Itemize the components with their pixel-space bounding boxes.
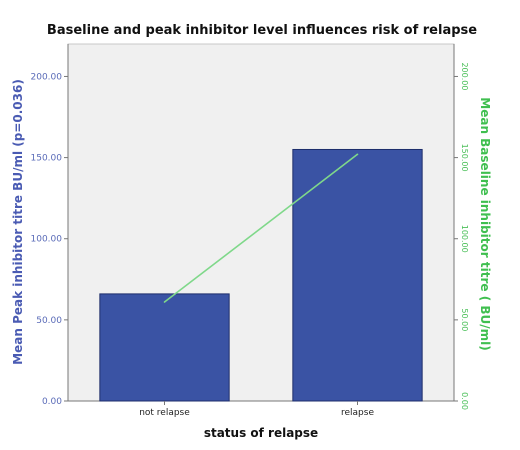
left-tick-label: 50.00: [36, 316, 62, 326]
bars: [99, 148, 423, 402]
chart-title: Baseline and peak inhibitor level influe…: [47, 23, 477, 38]
y-axis-label-right: Mean Baseline inhibitor titre ( BU/ml): [478, 97, 492, 350]
right-tick-label: 150.00: [460, 144, 469, 172]
left-tick-label: 0.00: [42, 397, 62, 407]
x-tick-label: not relapse: [139, 408, 190, 418]
right-tick-label: 100.00: [460, 225, 469, 253]
line-point: [163, 301, 166, 303]
right-tick-label: 50.00: [460, 308, 469, 331]
left-tick-label: 200.00: [31, 72, 63, 82]
y-axis-label-left: Mean Peak inhibitor titre BU/ml (p=0.036…: [11, 79, 25, 365]
right-axis: 0.00 50.00 100.00 150.00 200.00: [453, 44, 469, 410]
baseline-line: [164, 153, 358, 303]
right-tick-label: 0.00: [460, 392, 469, 410]
x-tick-label: relapse: [341, 408, 374, 418]
baseline-line-series: [163, 153, 359, 303]
right-tick-label: 200.00: [460, 62, 469, 90]
x-axis-label: status of relapse: [204, 426, 318, 440]
left-tick-label: 150.00: [31, 154, 63, 164]
line-point: [356, 153, 359, 156]
bar: [99, 293, 230, 402]
bar: [292, 148, 423, 402]
left-tick-label: 100.00: [31, 235, 63, 245]
x-axis-ticks: not relapse relapse: [139, 401, 374, 418]
